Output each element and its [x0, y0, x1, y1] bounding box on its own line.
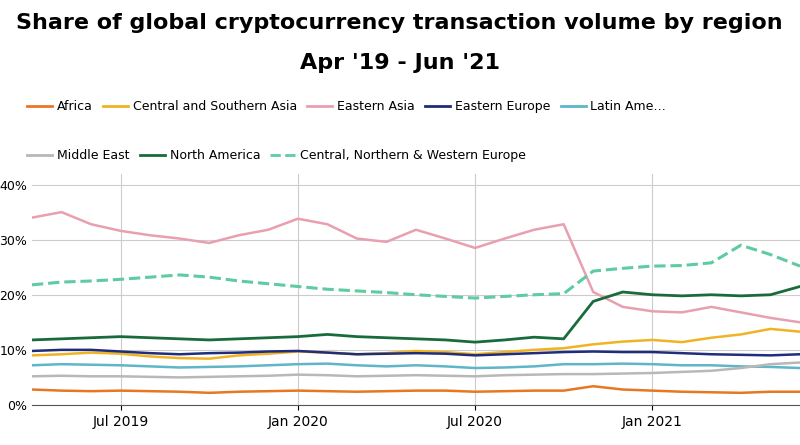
Text: Apr '19 - Jun '21: Apr '19 - Jun '21: [300, 53, 500, 73]
Legend: Middle East, North America, Central, Northern & Western Europe: Middle East, North America, Central, Nor…: [22, 144, 531, 167]
Legend: Africa, Central and Southern Asia, Eastern Asia, Eastern Europe, Latin Ame…: Africa, Central and Southern Asia, Easte…: [22, 95, 671, 118]
Text: Share of global cryptocurrency transaction volume by region: Share of global cryptocurrency transacti…: [16, 13, 782, 33]
